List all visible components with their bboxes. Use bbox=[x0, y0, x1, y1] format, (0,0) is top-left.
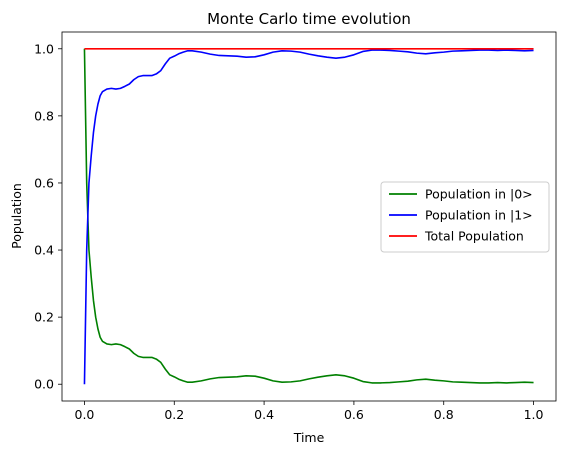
x-tick-label: 0.0 bbox=[75, 407, 95, 422]
x-tick-label: 0.6 bbox=[344, 407, 364, 422]
x-axis-label: Time bbox=[293, 430, 325, 445]
legend-items: Population in |0> Population in |1> Total … bbox=[389, 187, 533, 244]
series-line-0 bbox=[83, 48, 534, 384]
legend-label-1: Population in |1> bbox=[425, 208, 533, 223]
y-tick-label: 0.4 bbox=[34, 243, 54, 258]
y-tick-label: 0.0 bbox=[34, 377, 54, 392]
y-axis-label: Population bbox=[9, 183, 24, 249]
x-tick-label: 0.8 bbox=[434, 407, 454, 422]
x-tick-label: 1.0 bbox=[524, 407, 544, 422]
y-tick-label: 0.6 bbox=[34, 175, 54, 190]
chart-title: Monte Carlo time evolution bbox=[207, 10, 411, 28]
plot-lines bbox=[83, 47, 534, 385]
series-line-1 bbox=[83, 49, 534, 385]
x-axis-ticks: 0.0 0.2 0.4 0.6 0.8 1.0 bbox=[75, 401, 544, 422]
y-tick-label: 0.8 bbox=[34, 108, 54, 123]
legend-label-0: Population in |0> bbox=[425, 187, 533, 202]
x-tick-label: 0.4 bbox=[254, 407, 274, 422]
legend: Population in |0> Population in |1> Total … bbox=[380, 181, 550, 253]
x-tick-label: 0.2 bbox=[164, 407, 184, 422]
y-tick-label: 1.0 bbox=[34, 41, 54, 56]
y-axis-ticks: 0.0 0.2 0.4 0.6 0.8 1.0 bbox=[34, 41, 62, 392]
legend-label-2: Total Population bbox=[424, 229, 524, 244]
legend-box bbox=[380, 181, 550, 253]
plot-frame bbox=[61, 31, 557, 402]
y-tick-label: 0.2 bbox=[34, 310, 54, 325]
